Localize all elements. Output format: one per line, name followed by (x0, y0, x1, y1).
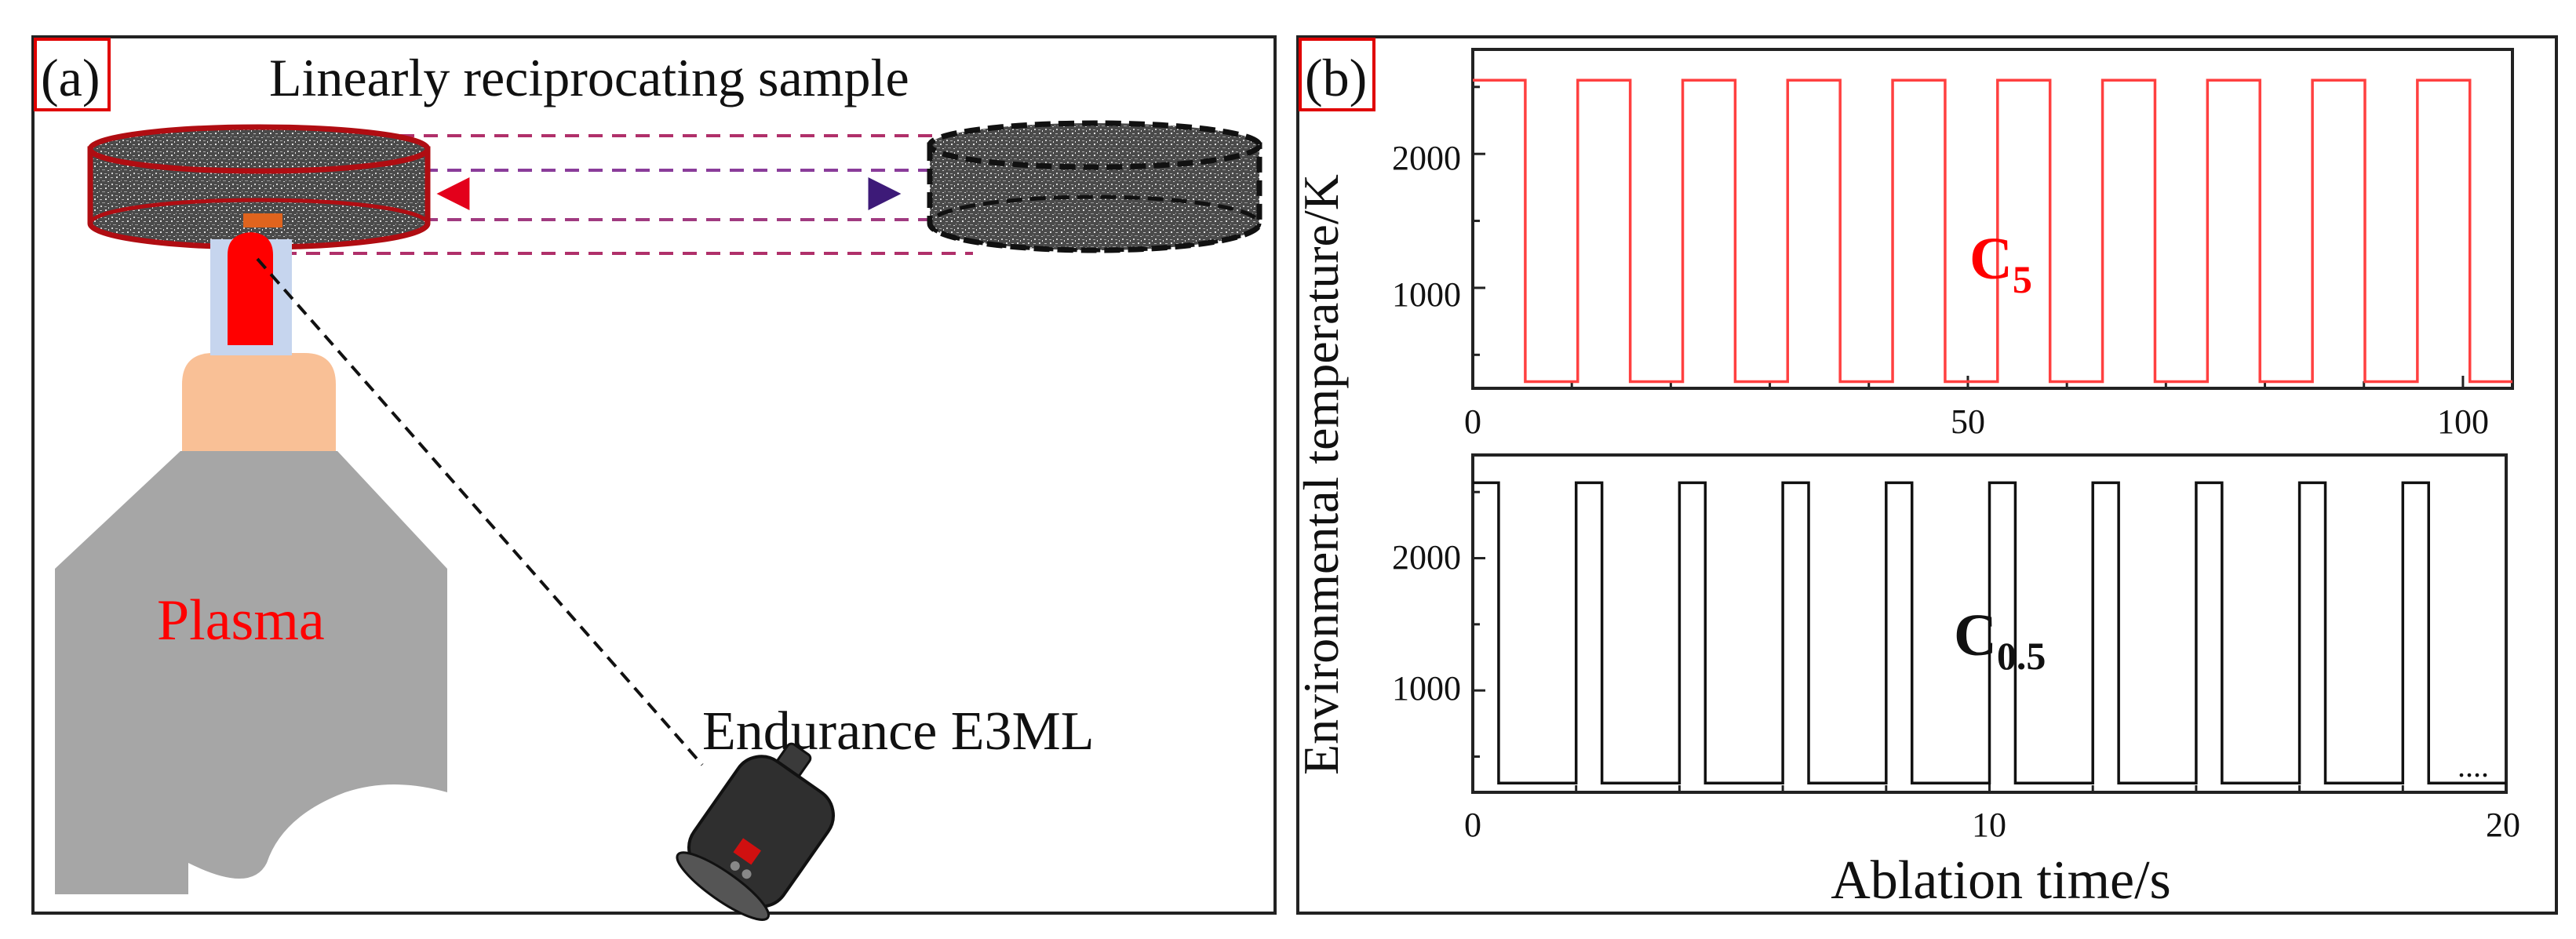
panel-b-tag: (b) (1305, 48, 1367, 107)
torch-body (55, 451, 447, 894)
plot-c05: 1000 2000 0 10 20 C0.5 .... (1392, 453, 2520, 844)
c5-temperature-line (1473, 78, 2512, 384)
plot-c05-ytick-2000: 2000 (1392, 538, 1461, 577)
c05-label-sub: 0.5 (1997, 634, 2046, 678)
pyrometer-sight-line (256, 257, 704, 766)
c5-label-main: C (1969, 226, 2013, 292)
plot-c5-ytick-2000: 2000 (1392, 139, 1461, 177)
plot-c5-xtick-100: 100 (2437, 402, 2489, 441)
plot-c5-xtick-0: 0 (1464, 402, 1481, 441)
plot-c5-frame (1471, 48, 2514, 390)
plot-c5-xtick-50: 50 (1951, 402, 1985, 441)
y-axis-label: Environmental temperature/K (1293, 174, 1349, 775)
c05-label-main: C (1954, 602, 1997, 668)
panel-a-tag-box (34, 38, 111, 111)
plot-c05-ytick-1000: 1000 (1392, 669, 1461, 708)
plasma-flame (228, 232, 273, 345)
c5-series-label: C5 (1969, 226, 2032, 301)
c05-temperature-line (1473, 481, 2506, 784)
sample-disk-current (87, 124, 431, 250)
sample-disk-displaced (927, 120, 1262, 253)
panel-a-tag: (a) (41, 48, 100, 107)
torch-nozzle (182, 353, 336, 451)
plot-c05-xtick-20: 20 (2486, 806, 2520, 844)
c5-label-sub: 5 (2013, 257, 2032, 301)
plot-c5: 1000 2000 0 50 100 C5 (1392, 48, 2514, 441)
c05-series-label: C0.5 (1954, 602, 2046, 678)
panel-a-title: Linearly reciprocating sample (269, 48, 909, 107)
plasma-label: Plasma (157, 588, 325, 653)
panel-b-tag-box (1299, 38, 1375, 111)
panel-b-frame (1296, 35, 2558, 915)
panel-a: (a) Linearly reciprocating sample (31, 35, 1277, 921)
plasma-torch (55, 232, 447, 894)
pyrometer-icon (676, 742, 835, 921)
pyrometer-label: Endurance E3ML (702, 701, 1095, 762)
panel-b: (b) Environmental temperature/K Ablation… (1293, 35, 2558, 915)
plot-c5-ticks (1471, 86, 2465, 388)
plot-c05-xtick-0: 0 (1464, 806, 1481, 844)
plot-c5-ytick-1000: 1000 (1392, 275, 1461, 314)
plot-c05-xtick-10: 10 (1972, 806, 2006, 844)
continuation-ellipsis: .... (2458, 748, 2489, 784)
panel-a-frame (31, 35, 1277, 915)
x-axis-label: Ablation time/s (1831, 850, 2171, 911)
